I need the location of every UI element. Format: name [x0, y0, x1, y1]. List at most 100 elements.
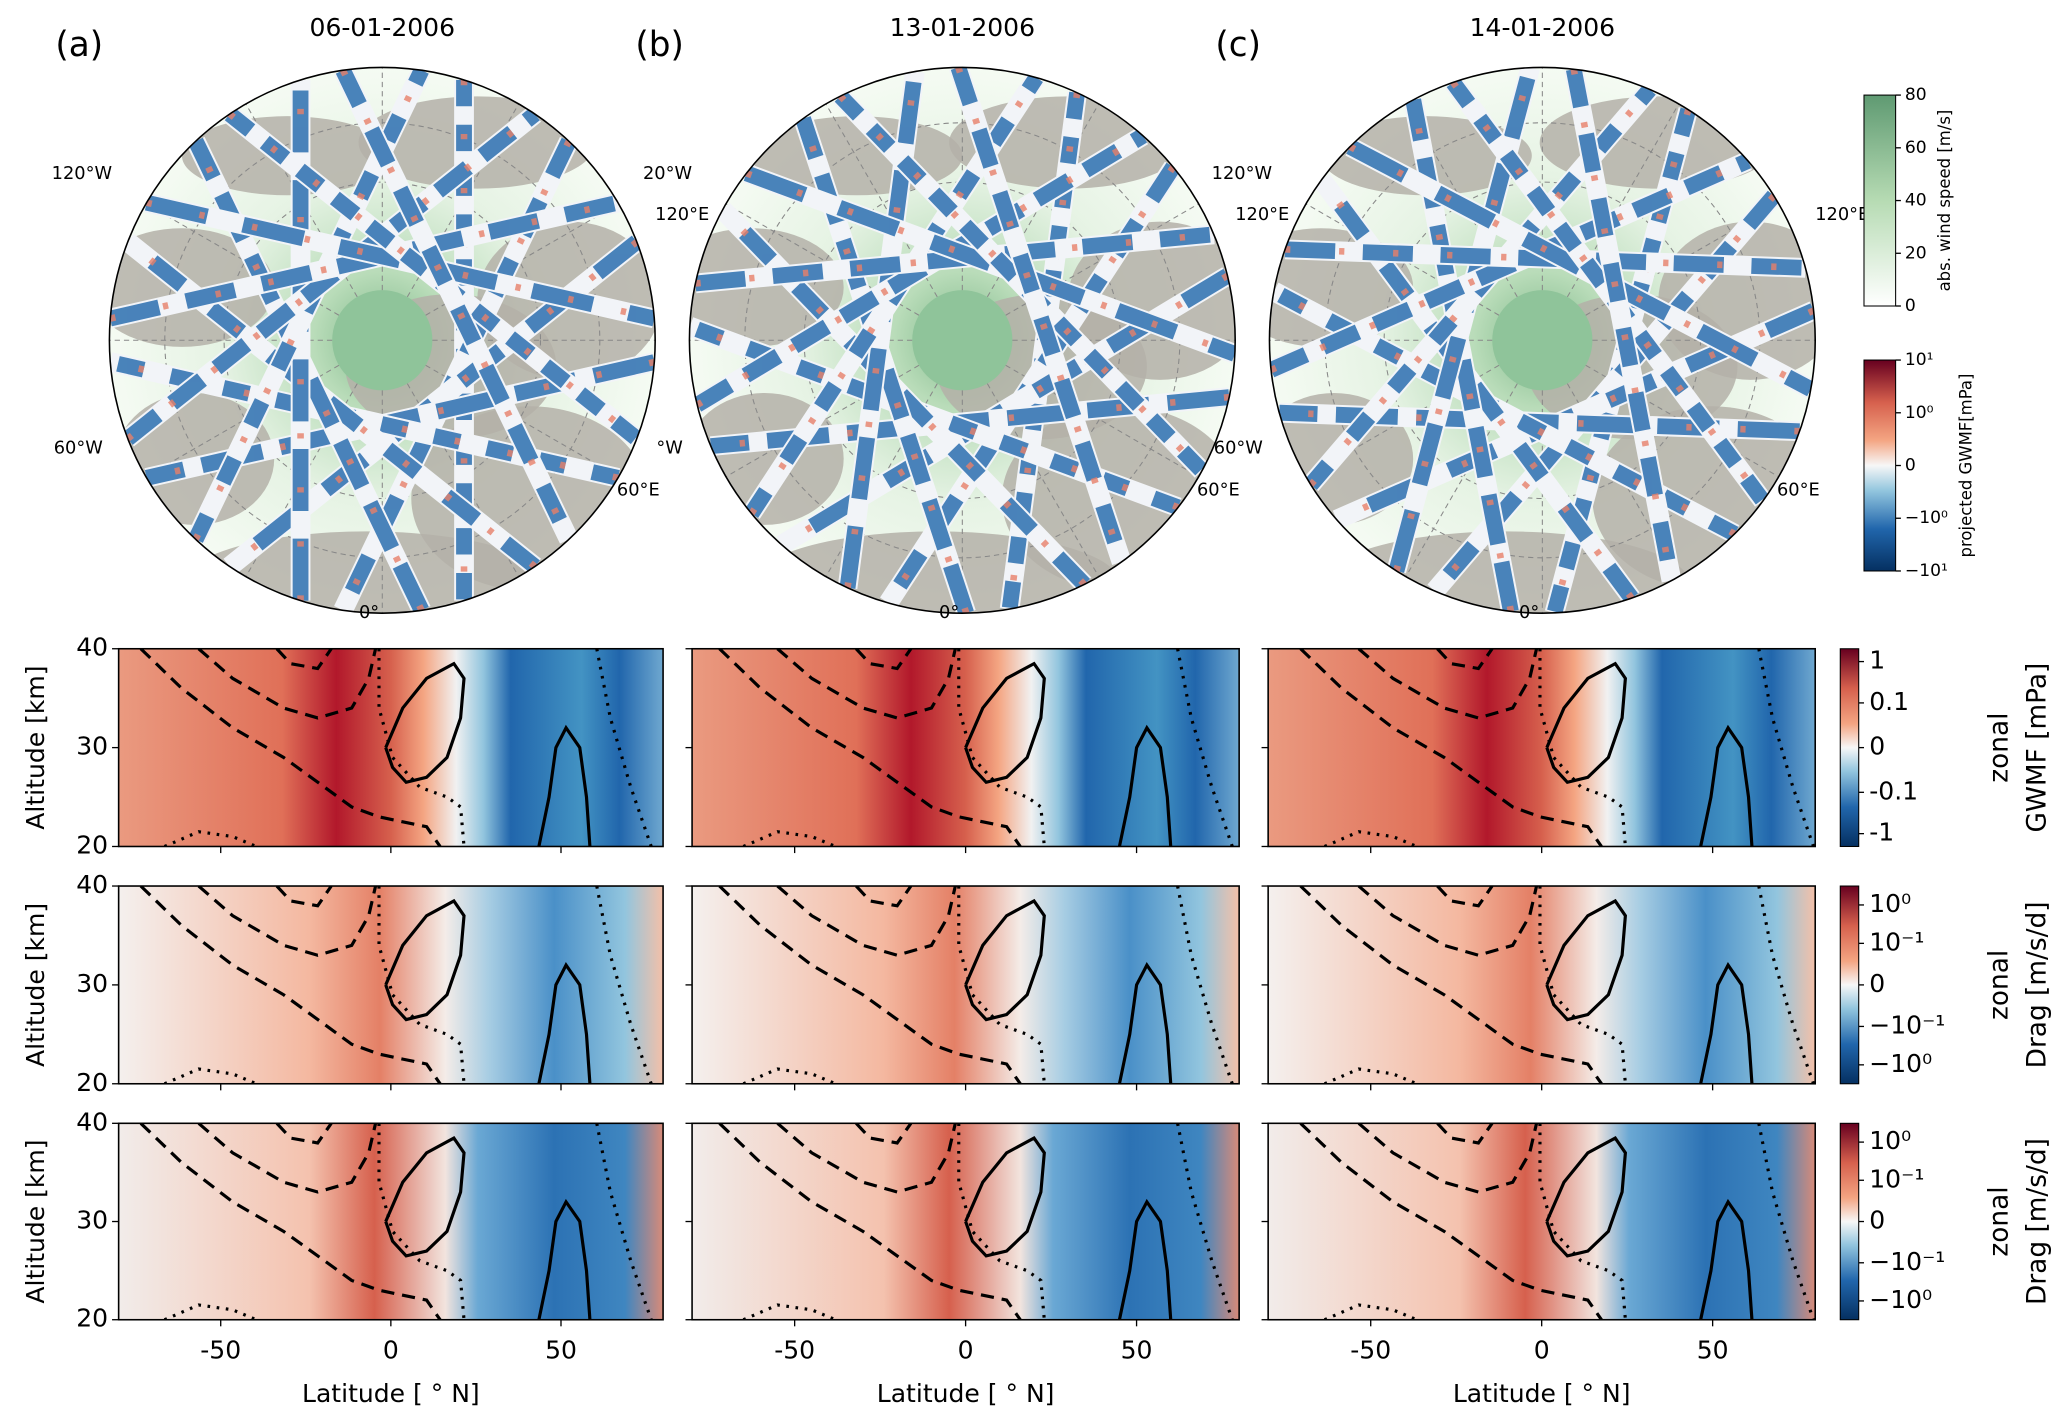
wind-contour	[1117, 962, 1173, 1084]
colorbar-tick-label: 80	[1905, 85, 1927, 105]
wind-contour	[275, 886, 333, 908]
map-outline	[108, 66, 656, 614]
panel-label: (c)	[1215, 25, 1261, 65]
wind-contour	[1117, 724, 1173, 847]
wind-contour	[1299, 648, 1603, 847]
colorbar-label: zonal	[1984, 1186, 2014, 1256]
wind-contour	[1436, 1123, 1494, 1145]
x-axis-label: Latitude [ ° N]	[1453, 1379, 1631, 1408]
lon-label: 120°W	[52, 163, 112, 184]
wind-contour	[537, 962, 592, 1084]
wind-contour	[718, 1123, 1022, 1320]
colorbar-tick-label: 0	[1869, 1206, 1885, 1235]
lon-label: 60°E	[1197, 480, 1240, 501]
colorbar-tick-label: 10⁰	[1869, 1126, 1911, 1155]
colorbar-tick-label: −10⁰	[1869, 1049, 1932, 1078]
colorbar-label: Drag [m/s/d]	[2022, 901, 2052, 1068]
map-title: 14-01-2006	[1470, 13, 1615, 42]
wind-contour	[139, 886, 442, 1084]
y-tick-label: 40	[76, 633, 108, 662]
wind-contour	[855, 648, 913, 671]
wind-contour	[855, 1123, 913, 1145]
wind-contour	[384, 898, 466, 1022]
map-outline	[688, 66, 1236, 614]
colorbar	[1839, 648, 1860, 848]
y-tick-label: 20	[76, 830, 108, 859]
panel-label: (b)	[635, 25, 684, 65]
wind-contour	[1323, 1303, 1418, 1320]
wind-contour	[1699, 724, 1754, 847]
map-grid-circle	[223, 181, 542, 499]
y-axis-label: Altitude [km]	[21, 1139, 50, 1303]
y-tick-label: 40	[76, 870, 108, 899]
track-signal	[1570, 68, 1675, 582]
y-axis-label: Altitude [km]	[21, 666, 50, 830]
x-tick-label: 50	[1121, 1335, 1153, 1364]
lon-label: 60°W	[54, 437, 103, 458]
track-signal	[950, 67, 1130, 565]
wind-contour	[718, 648, 1022, 847]
polar-map	[689, 67, 1236, 614]
wind-contour	[197, 886, 378, 957]
heatmap	[1268, 886, 1816, 1084]
wind-contour	[163, 830, 258, 847]
wind-contour	[275, 648, 333, 671]
colorbar-tick-label: 1	[1869, 646, 1885, 675]
wind-contour	[776, 886, 957, 957]
lon-label: 60°E	[1777, 480, 1820, 501]
wind-contour	[1299, 1123, 1603, 1320]
heatmap-panel	[1268, 886, 1816, 1084]
wind-contour	[1323, 1067, 1418, 1084]
wind-contour	[1699, 962, 1754, 1084]
y-tick-label: 20	[76, 1304, 108, 1333]
wind-contour	[197, 1123, 378, 1194]
wind-contour	[384, 661, 466, 785]
heatmap-panel	[118, 1123, 664, 1320]
y-tick-label: 40	[76, 1107, 108, 1136]
colorbar	[1839, 885, 1860, 1085]
colorbar-tick-label: 60	[1905, 138, 1927, 158]
wind-contour	[139, 648, 442, 847]
heatmap-panel	[692, 886, 1240, 1084]
wind-contour	[964, 661, 1046, 785]
polar-cap	[912, 290, 1013, 391]
wind-contour	[964, 898, 1046, 1022]
wind-contour	[1545, 661, 1628, 785]
wind-contour	[718, 886, 1022, 1084]
wind-contour	[163, 1067, 258, 1084]
colorbar-tick-label: -0.1	[1869, 776, 1918, 805]
wind-contour	[537, 1198, 592, 1320]
track-signal	[109, 199, 619, 322]
x-tick-label: -50	[200, 1335, 241, 1364]
x-axis-label: Latitude [ ° N]	[877, 1379, 1055, 1408]
colorbar-tick-label: 10⁰	[1905, 403, 1934, 423]
colorbar-label: projected GWMF[mPa]	[1956, 374, 1975, 558]
wind-contour	[384, 1136, 466, 1258]
track-signal	[745, 170, 1236, 358]
x-tick-label: 0	[958, 1335, 974, 1364]
colorbar-tick-label: −10¹	[1905, 561, 1948, 581]
track-signal	[339, 68, 572, 541]
track-signal	[695, 231, 1215, 287]
lon-label: 120°E	[655, 204, 709, 225]
wind-contour	[1117, 1198, 1173, 1320]
wind-contour	[537, 724, 592, 847]
wind-contour	[742, 830, 837, 847]
wind-contour	[776, 1123, 957, 1194]
x-tick-label: -50	[774, 1335, 815, 1364]
colorbar-label: Drag [m/s/d]	[2022, 1138, 2052, 1305]
wind-contour	[1357, 886, 1539, 957]
colorbar	[1839, 1122, 1860, 1321]
polar-cap	[1492, 290, 1593, 391]
polar-cap	[332, 290, 433, 391]
heatmap-panel	[692, 1123, 1240, 1320]
wind-contour	[275, 1123, 333, 1145]
colorbar-tick-label: -1	[1869, 818, 1894, 847]
heatmap-panel	[1268, 1123, 1816, 1320]
colorbar	[1863, 359, 1897, 572]
heatmap	[1268, 648, 1816, 847]
y-tick-label: 30	[76, 969, 108, 998]
x-tick-label: 50	[545, 1335, 577, 1364]
colorbar-tick-label: 0	[1905, 456, 1916, 476]
